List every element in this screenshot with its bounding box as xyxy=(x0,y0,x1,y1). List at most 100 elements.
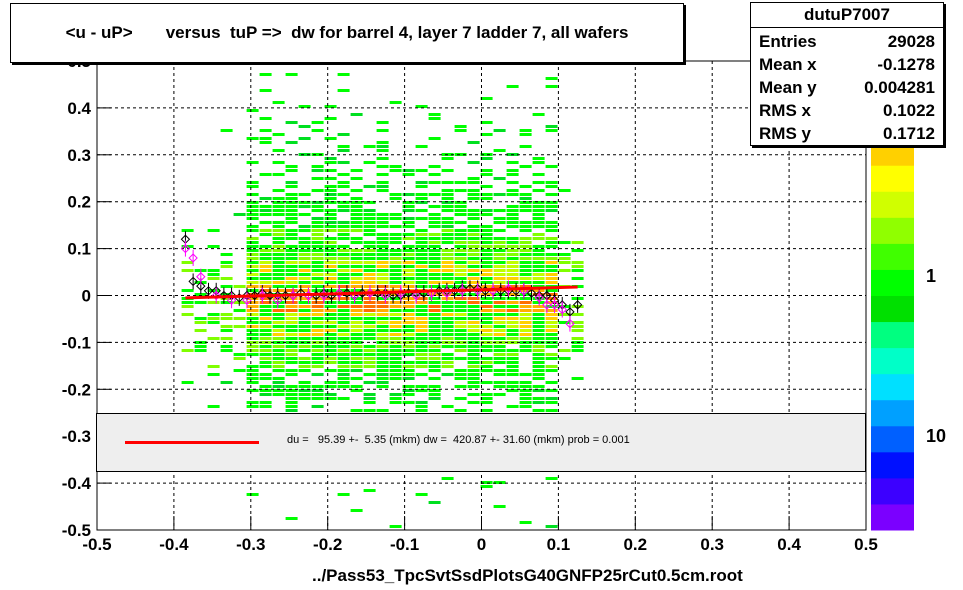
density-cell xyxy=(519,373,532,376)
density-cell xyxy=(493,249,506,252)
density-cell xyxy=(246,217,259,220)
density-cell xyxy=(402,349,415,352)
density-cell xyxy=(324,397,337,400)
density-cell xyxy=(207,277,220,280)
density-cell xyxy=(545,353,558,356)
density-cell xyxy=(415,197,428,200)
density-cell xyxy=(324,249,337,252)
density-cell xyxy=(324,353,337,356)
density-cell xyxy=(545,341,558,344)
density-cell xyxy=(376,325,389,328)
density-cell xyxy=(480,349,493,352)
density-cell xyxy=(298,225,311,228)
density-cell xyxy=(220,345,233,348)
density-cell xyxy=(298,385,311,388)
density-cell xyxy=(272,301,285,304)
density-cell xyxy=(480,153,493,156)
density-cell xyxy=(376,213,389,216)
density-cell xyxy=(285,165,298,168)
stats-label: Entries xyxy=(759,32,817,51)
density-cell xyxy=(428,325,441,328)
density-cell xyxy=(571,325,584,328)
density-cell xyxy=(246,277,259,280)
density-cell xyxy=(298,333,311,336)
density-cell xyxy=(519,293,532,296)
density-cell xyxy=(441,221,454,224)
density-cell xyxy=(246,401,259,404)
density-cell xyxy=(337,301,350,304)
density-cell xyxy=(454,261,467,264)
palette-swatch xyxy=(871,165,914,192)
density-cell xyxy=(311,365,324,368)
density-cell xyxy=(311,341,324,344)
density-cell xyxy=(207,373,220,376)
density-cell xyxy=(337,397,350,400)
density-cell xyxy=(363,353,376,356)
density-cell xyxy=(311,389,324,392)
density-cell xyxy=(246,309,259,312)
density-cell xyxy=(454,273,467,276)
density-cell xyxy=(285,217,298,220)
density-cell xyxy=(415,373,428,376)
density-cell xyxy=(467,349,480,352)
density-cell xyxy=(402,193,415,196)
density-cell xyxy=(389,169,402,172)
density-cell xyxy=(480,97,493,100)
density-cell xyxy=(311,261,324,264)
density-cell xyxy=(532,373,545,376)
density-cell xyxy=(285,389,298,392)
density-cell xyxy=(415,277,428,280)
color-palette-bar: 10110 xyxy=(871,61,946,531)
density-cell xyxy=(324,317,337,320)
density-cell xyxy=(350,257,363,260)
density-cell xyxy=(467,181,480,184)
density-cell xyxy=(402,249,415,252)
density-cell xyxy=(428,217,441,220)
density-cell xyxy=(558,261,571,264)
density-cell xyxy=(272,245,285,248)
density-cell xyxy=(285,209,298,212)
density-cell xyxy=(285,245,298,248)
density-cell xyxy=(181,301,194,304)
density-cell xyxy=(337,265,350,268)
density-cell xyxy=(519,257,532,260)
density-cell xyxy=(545,321,558,324)
density-cell xyxy=(259,249,272,252)
density-cell xyxy=(272,249,285,252)
density-cell xyxy=(402,393,415,396)
density-cell xyxy=(519,313,532,316)
density-cell xyxy=(298,301,311,304)
density-cell xyxy=(272,353,285,356)
density-cell xyxy=(272,289,285,292)
density-cell xyxy=(415,389,428,392)
density-cell xyxy=(532,253,545,256)
density-cell xyxy=(337,145,350,148)
density-cell xyxy=(350,333,363,336)
density-cell xyxy=(285,313,298,316)
density-cell xyxy=(389,317,402,320)
density-cell xyxy=(493,301,506,304)
density-cell xyxy=(441,285,454,288)
density-cell xyxy=(285,257,298,260)
density-cell xyxy=(259,205,272,208)
density-cell xyxy=(493,221,506,224)
density-cell xyxy=(480,341,493,344)
density-cell xyxy=(350,337,363,340)
density-cell xyxy=(493,265,506,268)
density-cell xyxy=(363,329,376,332)
x-tick-label: 0.5 xyxy=(854,535,878,554)
density-cell xyxy=(337,161,350,164)
density-cell xyxy=(285,277,298,280)
density-cell xyxy=(506,257,519,260)
density-cell xyxy=(545,205,558,208)
density-cell xyxy=(467,229,480,232)
density-cell xyxy=(259,265,272,268)
density-cell xyxy=(285,285,298,288)
density-cell xyxy=(545,229,558,232)
density-cell xyxy=(441,297,454,300)
density-cell xyxy=(324,321,337,324)
density-cell xyxy=(259,229,272,232)
density-cell xyxy=(311,325,324,328)
density-cell xyxy=(532,309,545,312)
density-cell xyxy=(259,385,272,388)
